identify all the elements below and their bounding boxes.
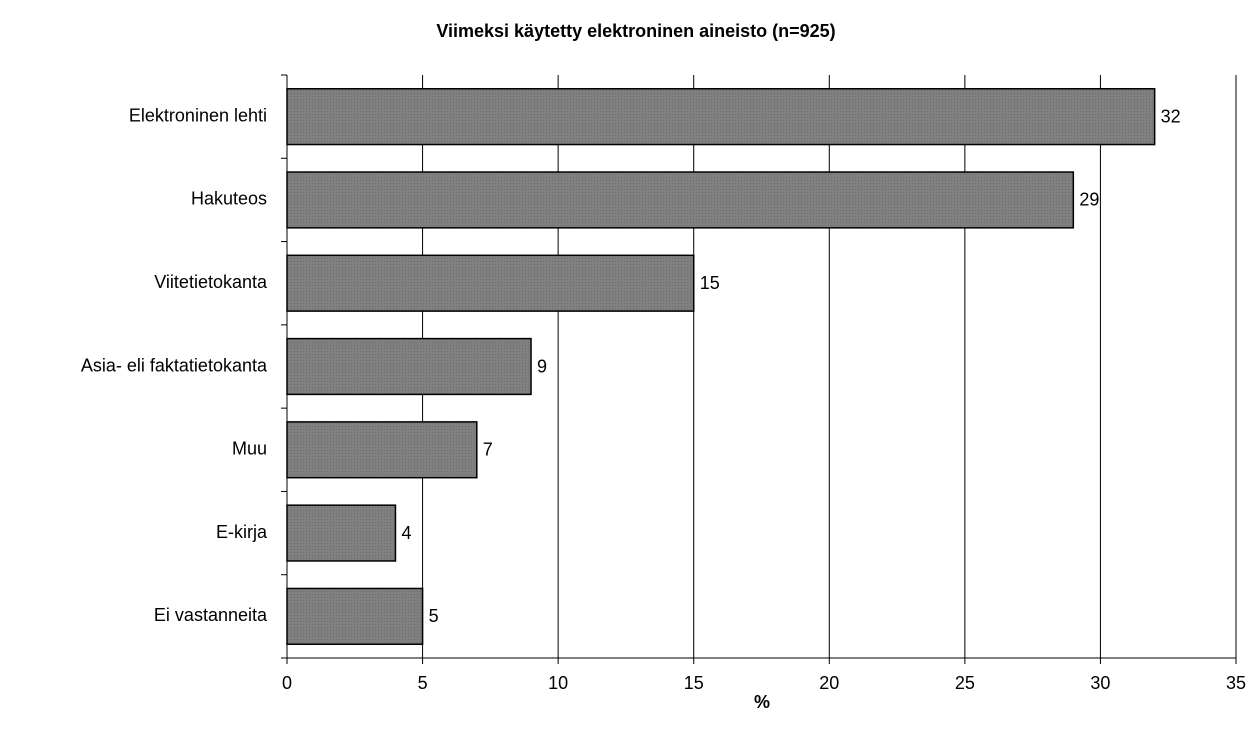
data-label: 29	[1079, 190, 1099, 210]
x-tick-label: 30	[1090, 673, 1110, 693]
x-tick-label: 35	[1226, 673, 1246, 693]
data-label: 7	[483, 440, 493, 460]
x-tick-label: 5	[418, 673, 428, 693]
y-tick-label: E-kirja	[216, 522, 268, 542]
chart-title: Viimeksi käytetty elektroninen aineisto …	[436, 21, 835, 41]
data-label: 15	[700, 273, 720, 293]
data-label: 9	[537, 356, 547, 376]
y-tick-label: Muu	[232, 439, 267, 459]
data-label: 4	[401, 523, 411, 543]
bar	[286, 421, 478, 479]
data-label: 5	[429, 606, 439, 626]
bar	[286, 587, 424, 646]
x-tick-label: 25	[955, 673, 975, 693]
bar	[286, 87, 1156, 146]
bar	[286, 337, 532, 396]
y-tick-label: Elektroninen lehti	[129, 105, 267, 125]
bar	[286, 171, 1075, 229]
data-label: 32	[1161, 106, 1181, 126]
y-tick-label: Hakuteos	[191, 189, 267, 209]
y-tick-label: Asia- eli faktatietokanta	[81, 355, 268, 375]
x-tick-label: 10	[548, 673, 568, 693]
x-tick-label: 15	[684, 673, 704, 693]
y-tick-label: Ei vastanneita	[154, 605, 268, 625]
x-tick-label: 0	[282, 673, 292, 693]
bar	[286, 504, 397, 562]
x-axis-title: %	[754, 692, 770, 712]
x-tick-label: 20	[819, 673, 839, 693]
y-tick-label: Viitetietokanta	[154, 272, 268, 292]
bar	[286, 254, 695, 312]
